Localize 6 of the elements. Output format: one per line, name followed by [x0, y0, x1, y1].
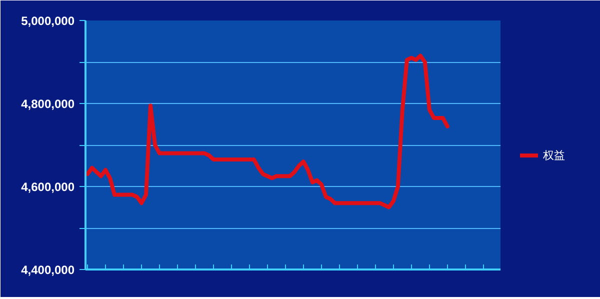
y-tick-label: 4,600,000: [21, 180, 75, 194]
y-tick-label: 4,400,000: [21, 263, 75, 277]
y-tick-label: 5,000,000: [21, 14, 75, 28]
line-series: [86, 54, 450, 210]
y-tick-label: 4,800,000: [21, 97, 75, 111]
legend-label: 权益: [543, 148, 566, 162]
